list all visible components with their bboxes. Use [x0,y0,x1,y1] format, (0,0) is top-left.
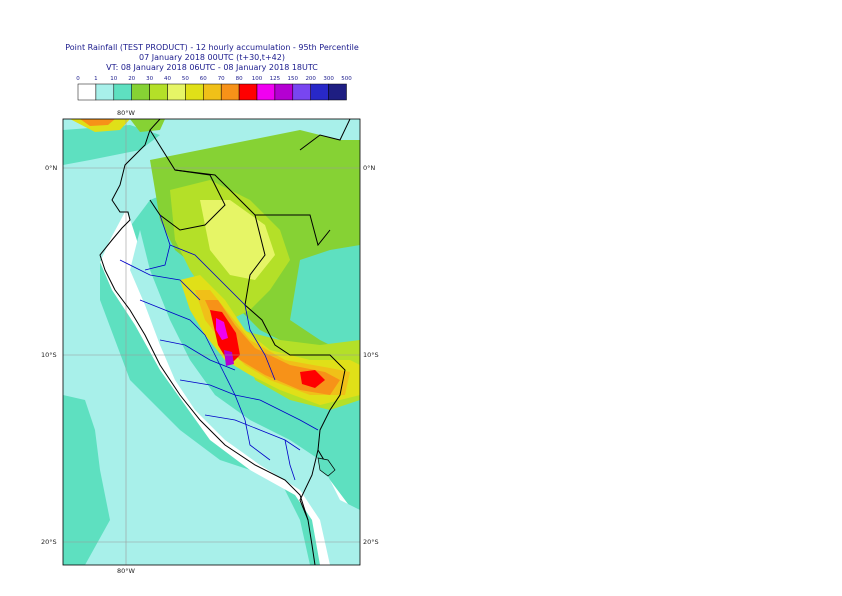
color-legend: 0 1 10 20 30 40 50 60 70 80 100 125 150 200 300 500 [76,76,352,101]
country-borders [99,119,351,565]
ocean-light-cyan [63,119,360,565]
region-border-3 [119,259,201,301]
region-border-4 [139,299,206,336]
lake-titicaca [317,457,336,477]
title-line-2: 07 January 2018 00UTC (t+30,t+42) [139,53,285,62]
legend-tick-label: 500 [341,76,352,82]
purple-core [224,350,234,366]
region-border-1 [144,214,171,271]
legend-tick-label: 0 [76,76,80,82]
region-border-7 [204,414,301,451]
graticule [63,119,360,565]
lon-label-bottom: 80°W [117,567,136,575]
region-border-8 [234,394,271,461]
ocean-teal-top [63,125,160,165]
legend-tick-label: 125 [270,76,281,82]
ocean-teal-patch [63,395,110,565]
legend-tick-label: 200 [305,76,316,82]
top-green-nw [130,119,165,132]
legend-tick-label: 100 [252,76,263,82]
colombia-venezuela-border [299,119,351,151]
region-border-2 [169,244,246,306]
lat-label-10s-left: 10°S [41,351,57,359]
lat-label-0-left: 0°N [45,164,57,172]
legend-tick-label: 50 [182,76,189,82]
inland-cyan-band [130,230,360,565]
legend-tick-label: 1 [94,76,98,82]
lat-label-0-right: 0°N [363,164,375,172]
brazil-border [244,214,346,471]
region-border-9 [259,399,319,431]
region-border-5 [159,339,236,371]
region-border-11 [204,334,236,396]
title-line-1: Point Rainfall (TEST PRODUCT) - 12 hourl… [65,43,359,52]
red-core-east [300,370,325,388]
legend-tick-label: 150 [288,76,299,82]
region-border-6 [179,379,261,401]
legend-tick-label: 30 [146,76,153,82]
map-layers [63,119,360,565]
lat-label-10s-right: 10°S [363,351,379,359]
regional-borders [119,214,319,481]
legend-tick-label: 20 [128,76,135,82]
legend-tick-label: 70 [218,76,225,82]
region-border-10 [284,439,296,481]
colombia-border [174,169,331,247]
legend-tick-label: 10 [110,76,117,82]
gold-corridor [195,290,350,395]
legend-tick-label: 300 [323,76,334,82]
region-border-12 [244,304,276,381]
map-frame [62,118,361,566]
legend-tick-label: 80 [236,76,243,82]
top-hotspot-orange [80,119,115,126]
teal-east [290,245,360,360]
legend-swatch [328,83,347,101]
pacific-coastline [99,119,316,565]
magenta-core [216,318,228,340]
lat-label-20s-left: 20°S [41,538,57,546]
title-line-3: VT: 08 January 2018 06UTC - 08 January 2… [106,63,318,72]
legend-tick-label: 60 [200,76,207,82]
lon-label-top: 80°W [117,109,136,117]
bolivia-border [299,449,319,521]
legend-tick-label: 40 [164,76,171,82]
lat-label-20s-right: 20°S [363,538,379,546]
